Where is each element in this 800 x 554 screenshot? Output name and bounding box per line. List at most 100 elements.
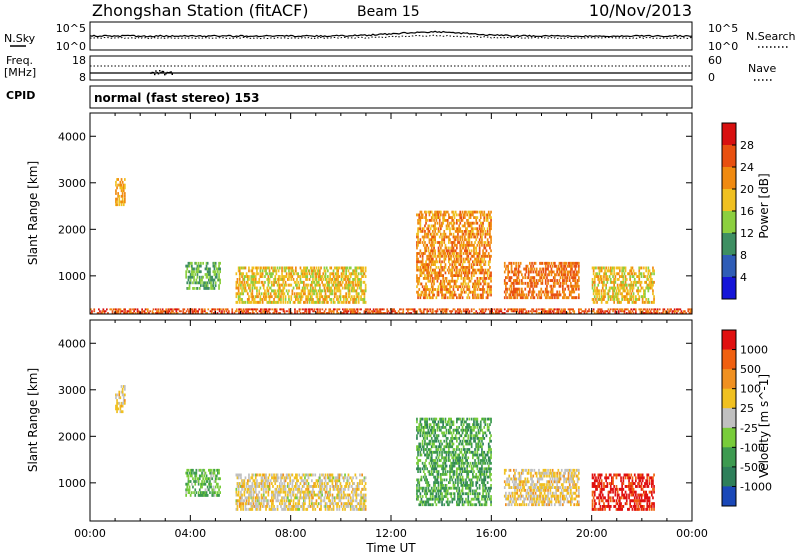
velocity-cell bbox=[116, 401, 118, 405]
power-cell bbox=[212, 284, 215, 287]
power-cell bbox=[467, 257, 470, 261]
power-cell bbox=[460, 290, 463, 294]
power-cell bbox=[605, 310, 607, 313]
power-cell bbox=[340, 312, 343, 314]
power-cell bbox=[103, 310, 106, 313]
power-cell bbox=[451, 268, 454, 272]
velocity-cell bbox=[340, 485, 343, 488]
power-cell bbox=[441, 285, 443, 289]
power-cell bbox=[419, 268, 422, 272]
power-cell bbox=[420, 252, 423, 255]
power-cell bbox=[575, 264, 578, 268]
power-cell bbox=[444, 288, 447, 291]
power-cell bbox=[279, 308, 281, 311]
power-cell bbox=[419, 254, 422, 258]
power-cell bbox=[420, 260, 423, 264]
power-cell bbox=[144, 312, 147, 314]
power-cell bbox=[158, 312, 161, 314]
velocity-cell bbox=[325, 482, 328, 485]
power-cell bbox=[514, 290, 516, 294]
power-cell bbox=[308, 289, 311, 293]
power-cell bbox=[254, 275, 257, 278]
power-cell bbox=[434, 260, 436, 264]
velocity-cell bbox=[321, 485, 323, 488]
power-cell bbox=[579, 312, 581, 314]
power-cell bbox=[559, 310, 562, 313]
power-cell bbox=[655, 312, 658, 314]
power-cell bbox=[416, 277, 418, 280]
power-cell bbox=[426, 310, 428, 313]
power-cell bbox=[598, 269, 601, 273]
velocity-cell bbox=[297, 505, 299, 508]
power-cell bbox=[573, 279, 576, 282]
power-cell bbox=[323, 300, 326, 304]
power-cell bbox=[360, 289, 362, 293]
velocity-cell bbox=[264, 485, 266, 488]
power-cell bbox=[259, 286, 262, 290]
power-cell bbox=[592, 266, 595, 270]
power-cell bbox=[465, 243, 467, 247]
power-cell bbox=[333, 266, 336, 270]
power-cell bbox=[605, 300, 607, 304]
power-cell bbox=[297, 286, 299, 290]
velocity-cell bbox=[206, 480, 209, 483]
velocity-cell bbox=[319, 507, 321, 511]
velocity-cell bbox=[192, 485, 194, 489]
power-cell bbox=[509, 290, 512, 294]
velocity-cell bbox=[242, 482, 244, 485]
power-cell bbox=[682, 310, 685, 313]
power-cell bbox=[681, 312, 684, 314]
power-cell bbox=[557, 296, 560, 300]
power-cell bbox=[264, 308, 267, 311]
power-cell bbox=[436, 308, 439, 311]
power-cell bbox=[643, 292, 645, 296]
power-cell bbox=[591, 278, 594, 281]
power-cell bbox=[666, 308, 669, 311]
power-cell bbox=[413, 312, 416, 314]
power-cell bbox=[115, 180, 117, 184]
power-cell bbox=[433, 263, 435, 266]
power-cell bbox=[530, 267, 532, 271]
power-cell bbox=[614, 275, 617, 278]
power-cell bbox=[419, 219, 422, 222]
power-cell bbox=[464, 268, 466, 272]
power-cell bbox=[609, 298, 612, 301]
power-cell bbox=[337, 280, 339, 284]
velocity-cell bbox=[320, 505, 322, 508]
velocity-cell bbox=[237, 473, 240, 477]
power-cell bbox=[554, 276, 556, 280]
power-cell bbox=[107, 312, 109, 314]
power-cell bbox=[337, 300, 339, 304]
power-cell bbox=[458, 224, 460, 228]
power-cell bbox=[252, 272, 255, 276]
power-cell bbox=[505, 293, 507, 297]
power-cell bbox=[336, 278, 338, 281]
power-cell bbox=[226, 312, 229, 314]
power-cell bbox=[419, 274, 422, 277]
power-cell bbox=[246, 298, 249, 301]
power-cell bbox=[417, 290, 419, 294]
power-cell bbox=[354, 275, 357, 278]
power-cell bbox=[498, 310, 500, 313]
power-cell bbox=[443, 310, 446, 313]
power-cell bbox=[273, 283, 275, 287]
velocity-cell bbox=[211, 471, 214, 475]
velocity-cell bbox=[307, 505, 310, 508]
power-cell bbox=[419, 227, 422, 231]
power-cell bbox=[615, 292, 618, 296]
velocity-cell bbox=[281, 507, 283, 511]
power-cell bbox=[231, 308, 234, 311]
power-cell bbox=[314, 275, 317, 278]
power-cell bbox=[636, 289, 638, 293]
power-cell bbox=[425, 282, 427, 286]
power-cell bbox=[689, 308, 692, 311]
velocity-cell bbox=[328, 507, 330, 511]
velocity-cell bbox=[265, 487, 267, 491]
velocity-cell bbox=[311, 473, 313, 477]
power-cell bbox=[234, 310, 237, 313]
power-cell bbox=[446, 235, 449, 239]
power-cell bbox=[121, 194, 124, 198]
power-cell bbox=[628, 292, 630, 296]
velocity-cell bbox=[266, 502, 269, 506]
power-cell bbox=[279, 278, 281, 281]
